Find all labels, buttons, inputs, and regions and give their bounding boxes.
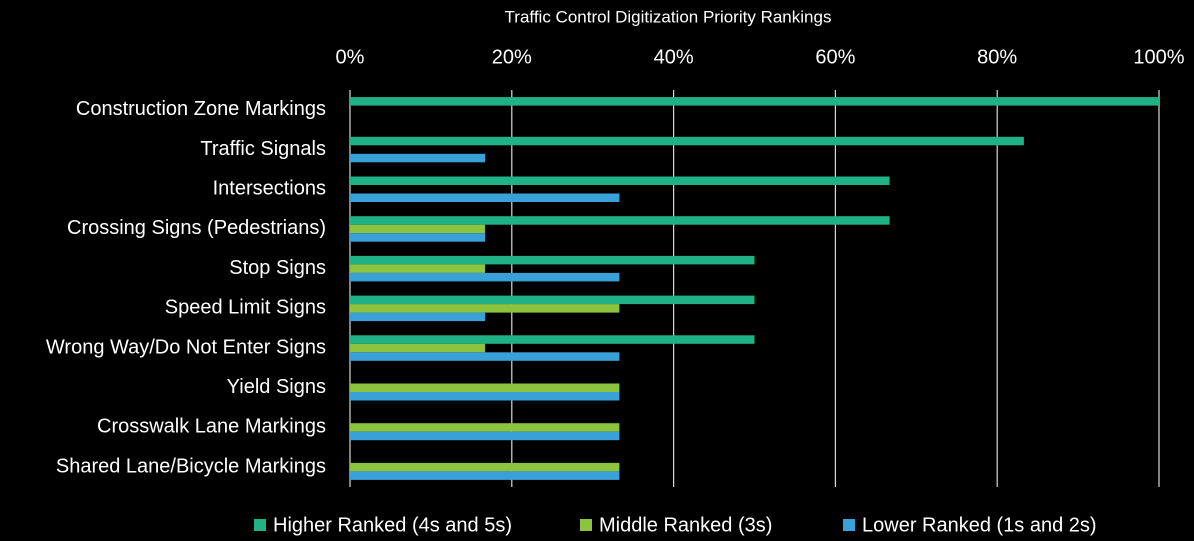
y-tick-label: Speed Limit Signs bbox=[165, 297, 326, 319]
bar bbox=[350, 224, 486, 234]
bar bbox=[350, 233, 486, 242]
bar bbox=[350, 255, 755, 265]
x-tick-label: 60% bbox=[815, 46, 855, 68]
bar bbox=[350, 392, 620, 401]
y-tick-label: Wrong Way/Do Not Enter Signs bbox=[46, 336, 326, 358]
bar bbox=[350, 423, 620, 432]
bar bbox=[350, 383, 620, 392]
legend-swatch bbox=[254, 519, 266, 531]
legend-swatch bbox=[843, 519, 855, 531]
y-tick-label: Crosswalk Lane Markings bbox=[97, 416, 326, 438]
chart-title: Traffic Control Digitization Priority Ra… bbox=[505, 7, 832, 26]
y-tick-label: Yield Signs bbox=[227, 376, 326, 398]
y-tick-label: Stop Signs bbox=[229, 257, 326, 279]
legend-label: Lower Ranked (1s and 2s) bbox=[862, 514, 1097, 536]
bar bbox=[350, 295, 755, 305]
bar bbox=[350, 312, 486, 322]
bar bbox=[350, 304, 620, 313]
y-tick-label: Intersections bbox=[213, 178, 326, 200]
y-tick-label: Construction Zone Markings bbox=[76, 98, 326, 120]
bar bbox=[350, 431, 620, 441]
legend-label: Higher Ranked (4s and 5s) bbox=[273, 514, 512, 536]
y-tick-label: Traffic Signals bbox=[200, 138, 326, 160]
y-tick-label: Crossing Signs (Pedestrians) bbox=[67, 217, 326, 239]
x-tick-label: 100% bbox=[1133, 46, 1184, 68]
x-tick-label: 40% bbox=[654, 46, 694, 68]
bar bbox=[350, 264, 486, 273]
bar bbox=[350, 335, 755, 344]
bar bbox=[350, 352, 620, 361]
bar bbox=[350, 343, 486, 353]
bar bbox=[350, 153, 486, 163]
x-tick-label: 80% bbox=[977, 46, 1017, 68]
x-tick-label: 20% bbox=[492, 46, 532, 68]
bar bbox=[350, 462, 620, 472]
bar bbox=[350, 97, 1159, 106]
bar bbox=[350, 216, 890, 225]
bar bbox=[350, 471, 620, 480]
legend-swatch bbox=[580, 519, 592, 531]
bar bbox=[350, 193, 620, 202]
legend-label: Middle Ranked (3s) bbox=[599, 514, 772, 536]
bar bbox=[350, 176, 890, 185]
x-tick-label: 0% bbox=[336, 46, 365, 68]
bar bbox=[350, 136, 1024, 146]
y-tick-label: Shared Lane/Bicycle Markings bbox=[56, 455, 326, 477]
bar bbox=[350, 272, 620, 282]
